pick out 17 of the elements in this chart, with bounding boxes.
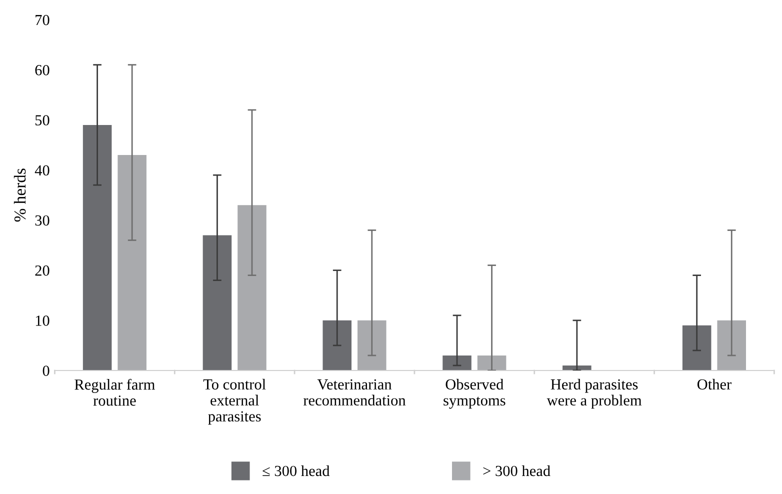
y-tick-label: 50 xyxy=(35,115,50,126)
y-tick-label: 70 xyxy=(36,14,50,26)
y-tick-label: 40 xyxy=(34,165,50,176)
y-tick-label: 20 xyxy=(35,265,50,276)
y-tick-label: 30 xyxy=(35,215,50,226)
y-axis-title: % herds xyxy=(14,168,26,222)
y-tick-label: 10 xyxy=(36,316,50,326)
y-tick-label: 0 xyxy=(42,366,50,376)
x-tick-label: Herd parasites were a problem xyxy=(546,378,642,409)
legend-label: ≤ 300 head xyxy=(262,465,330,476)
legend-label: > 300 head xyxy=(483,465,550,476)
x-tick-label: Regular farm routine xyxy=(74,378,155,406)
x-tick-label: Veterinarian recommendation xyxy=(303,379,406,406)
x-tick-label: To control external parasites xyxy=(203,378,266,425)
x-tick-label: Other xyxy=(697,378,732,390)
y-tick-label: 60 xyxy=(35,65,50,76)
x-tick-label: Observed symptoms xyxy=(444,378,506,409)
